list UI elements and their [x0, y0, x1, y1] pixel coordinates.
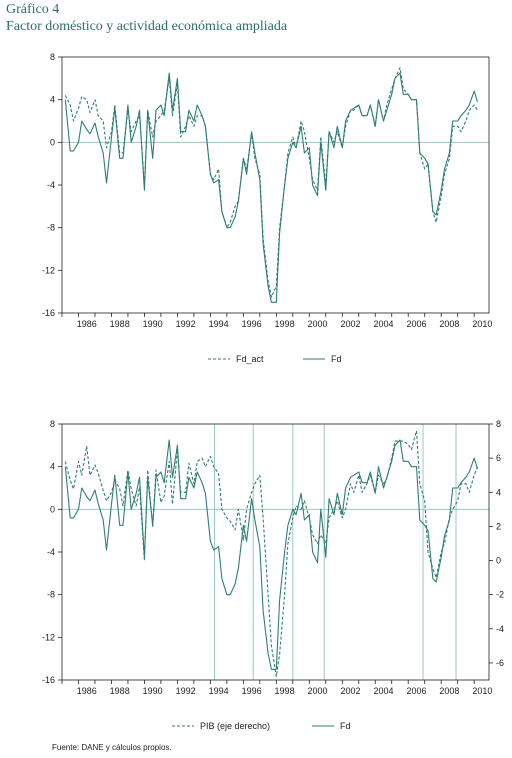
y-tick-label: 0 [50, 504, 55, 514]
x-tick-label: 2008 [439, 319, 459, 329]
y2-tick-label: 8 [496, 419, 501, 429]
x-tick-label: 2000 [308, 319, 328, 329]
y-tick-label: 0 [50, 137, 55, 147]
series-line-fd [64, 439, 479, 670]
legend-label: Fd [340, 721, 351, 731]
series-line-pib-eje-derecho [64, 430, 479, 678]
y-tick-label: -4 [47, 547, 55, 557]
x-tick-label: 1998 [275, 686, 295, 696]
figure-title: Factor doméstico y actividad económica a… [6, 19, 288, 34]
y2-tick-label: -2 [496, 590, 504, 600]
y2-tick-label: 4 [496, 487, 501, 497]
y2-tick-label: 0 [496, 556, 501, 566]
plot-frame [61, 56, 490, 314]
x-tick-label: 1990 [143, 319, 163, 329]
x-tick-label: 2000 [308, 686, 328, 696]
legend-label: Fd [331, 354, 342, 364]
y-tick-label: 4 [50, 95, 55, 105]
x-tick-label: 2004 [373, 319, 393, 329]
series-line-fd [64, 72, 479, 303]
x-tick-label: 1988 [110, 319, 130, 329]
x-tick-label: 1986 [77, 686, 97, 696]
x-tick-label: 1996 [242, 686, 262, 696]
legend-label: PIB (eje derecho) [200, 721, 270, 731]
x-tick-label: 1994 [209, 686, 229, 696]
y-tick-label: 8 [50, 419, 55, 429]
series-line-fd-act [64, 67, 478, 298]
plot-frame [61, 423, 490, 681]
legend-label: Fd_act [236, 354, 264, 364]
x-tick-label: 1998 [275, 319, 295, 329]
y2-tick-label: 6 [496, 453, 501, 463]
x-tick-label: 1992 [176, 319, 196, 329]
x-tick-label: 2006 [406, 319, 426, 329]
x-tick-label: 2002 [340, 686, 360, 696]
x-tick-label: 2002 [340, 319, 360, 329]
y-tick-label: 4 [50, 462, 55, 472]
y-tick-label: -12 [42, 265, 55, 275]
y2-tick-label: -4 [496, 624, 504, 634]
y-tick-label: 8 [50, 52, 55, 62]
source-note: Fuente: DANE y cálculos propios. [52, 743, 172, 752]
x-tick-label: 1992 [176, 686, 196, 696]
domestic-factor-chart: 8 4 0 -4 -8 -12 -16 1986 1988 1990 1992 1994 1996 199… [42, 52, 492, 364]
x-tick-label: 2010 [472, 319, 492, 329]
y-tick-label: -8 [47, 590, 55, 600]
y-tick-label: -16 [42, 675, 55, 685]
y2-tick-label: 2 [496, 521, 501, 531]
y-tick-label: -4 [47, 180, 55, 190]
x-tick-label: 2004 [373, 686, 393, 696]
x-tick-label: 1996 [242, 319, 262, 329]
x-tick-label: 2008 [439, 686, 459, 696]
y-tick-label: -16 [42, 308, 55, 318]
x-tick-label: 2010 [472, 686, 492, 696]
x-tick-label: 2006 [406, 686, 426, 696]
y2-tick-label: -6 [496, 658, 504, 668]
y-tick-label: -12 [42, 632, 55, 642]
x-tick-label: 1986 [77, 319, 97, 329]
x-tick-label: 1994 [209, 319, 229, 329]
x-tick-label: 1988 [110, 686, 130, 696]
gdp-comparison-chart: 8 4 0 -4 -8 -12 -16 8 6 4 2 0 -2 -4 -6 1986 1988 1990 1992… [42, 419, 504, 731]
y-tick-label: -8 [47, 223, 55, 233]
x-tick-label: 1990 [143, 686, 163, 696]
figure-label: Gráfico 4 [6, 2, 60, 17]
